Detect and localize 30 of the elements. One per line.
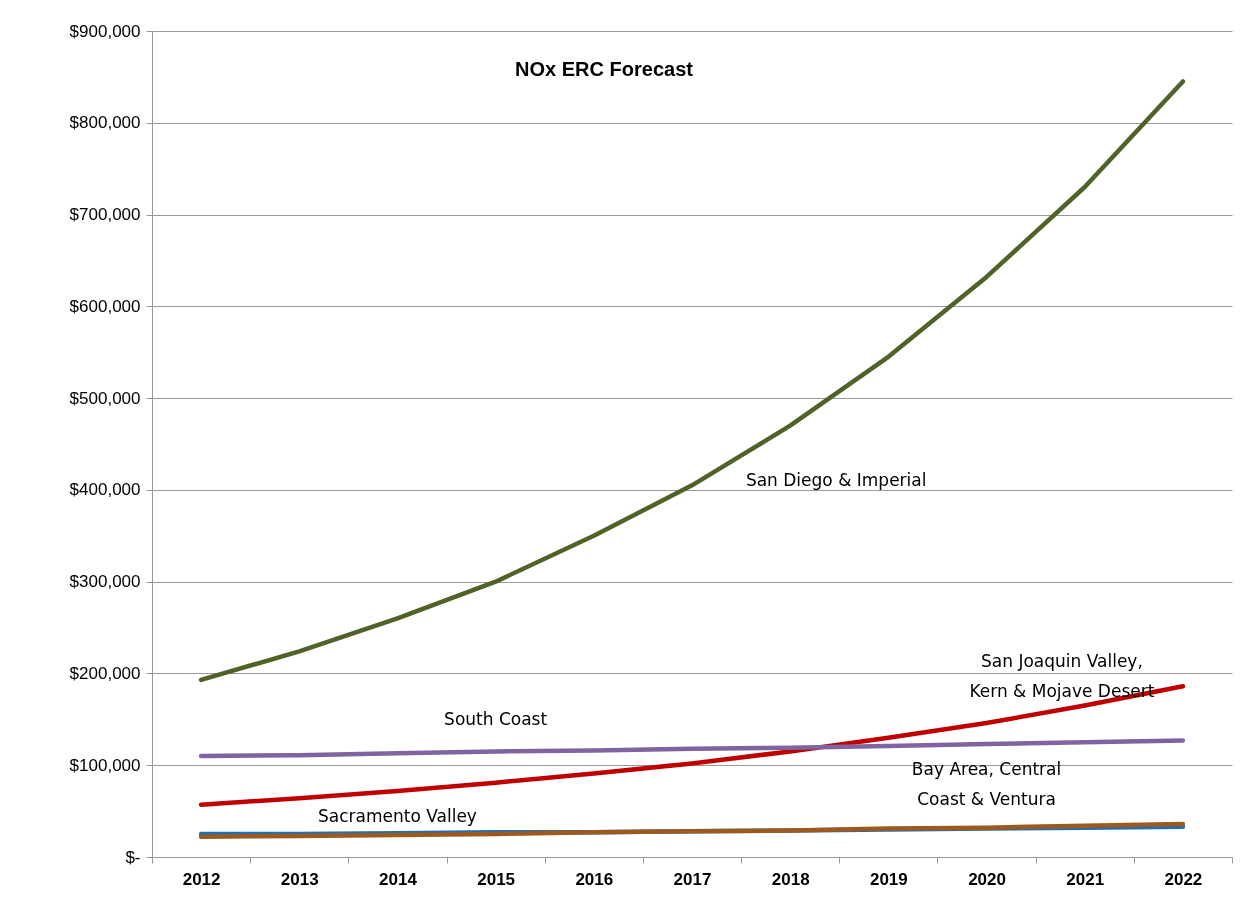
text: NOx ERC Forecast [515, 58, 694, 80]
x-tick-label: 2012 [182, 869, 221, 889]
series-label: Bay Area, Central Coast & Ventura [911, 758, 1062, 809]
line-series [198, 79, 1186, 683]
x-tick-label: 2019 [869, 869, 908, 889]
series-label: Sacramento Valley [317, 806, 477, 827]
y-tick-label: $800,000 [69, 113, 141, 133]
y-tick-label: $700,000 [69, 205, 141, 225]
y-tick-label: $200,000 [69, 663, 141, 683]
x-tick-label: 2018 [771, 869, 810, 889]
y-tick-label: $300,000 [69, 572, 141, 592]
x-tick-label: 2014 [379, 869, 418, 889]
line-series [198, 684, 1186, 807]
x-tick-label: 2013 [280, 869, 319, 889]
series-label: South Coast [444, 709, 548, 730]
y-tick-label: $500,000 [69, 388, 141, 408]
x-tick-label: 2015 [477, 869, 516, 889]
x-tick-label: 2021 [1066, 869, 1105, 889]
series-label: San Joaquin Valley, Kern & Mojave Desert [969, 651, 1155, 702]
line-series [198, 738, 1186, 759]
y-tick-label: $- [125, 847, 141, 867]
x-tick-label: 2020 [968, 869, 1006, 889]
x-tick-label: 2016 [575, 869, 614, 889]
y-tick-label: $100,000 [69, 755, 141, 775]
y-tick-label: $400,000 [69, 480, 141, 500]
y-tick-label: $900,000 [69, 21, 141, 41]
y-tick-label: $600,000 [69, 296, 141, 316]
series-label: San Diego & Imperial [745, 469, 927, 490]
x-tick-label: 2022 [1164, 869, 1203, 889]
x-tick-label: 2017 [673, 869, 712, 889]
